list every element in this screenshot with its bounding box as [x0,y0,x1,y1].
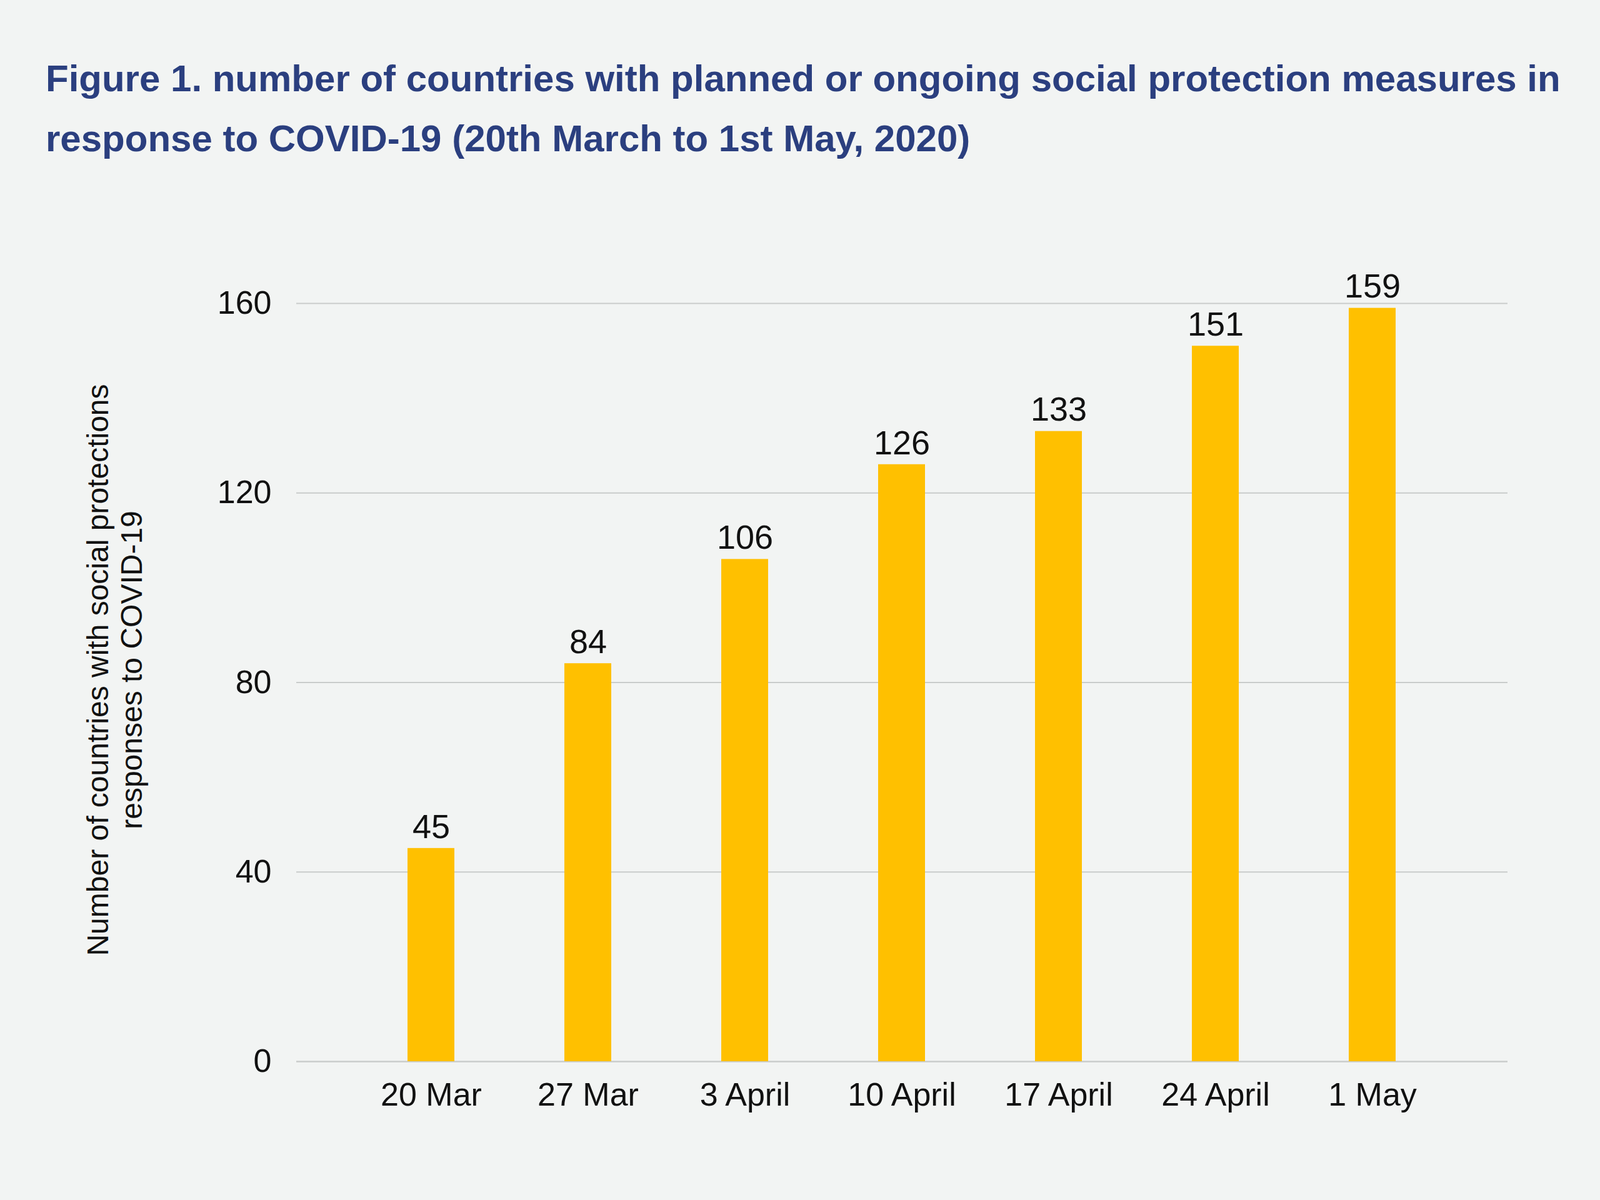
svg-text:106: 106 [716,518,774,556]
svg-text:17 April: 17 April [1004,1076,1113,1113]
html-text:Figure 1. number of countries: Figure 1. number of countries with plann… [45,57,1561,160]
svg-text:84: 84 [569,622,607,660]
svg-text:0: 0 [253,1042,272,1079]
svg-text:24 April: 24 April [1161,1076,1270,1113]
svg-text:40: 40 [235,853,272,890]
svg-text:10 April: 10 April [847,1076,956,1113]
svg-text:126: 126 [873,423,930,462]
svg-text:160: 160 [217,284,272,321]
svg-text:3 April: 3 April [700,1076,791,1113]
svg-text:20 Mar: 20 Mar [380,1076,482,1113]
svg-text:45: 45 [412,807,450,845]
svg-text:159: 159 [1344,266,1401,305]
svg-text:27 Mar: 27 Mar [537,1076,639,1113]
svg-text:133: 133 [1030,390,1087,428]
svg-text:120: 120 [217,473,272,510]
svg-text:151: 151 [1187,305,1244,343]
html-text:Number of countries with socia: Number of countries with social protecti… [81,384,149,956]
svg-text:1 May: 1 May [1328,1076,1417,1113]
svg-text:80: 80 [235,663,272,700]
